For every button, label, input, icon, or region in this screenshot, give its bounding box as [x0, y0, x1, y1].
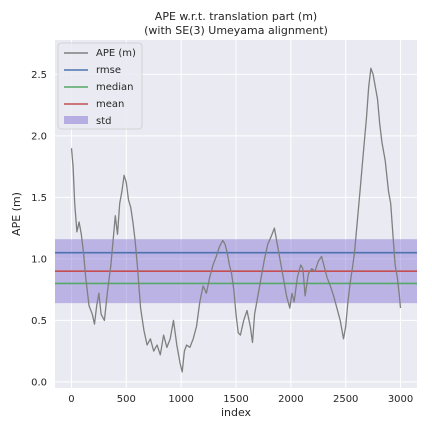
legend-std-label: std [96, 116, 111, 127]
legend: APE (m) rmse median mean std [57, 42, 143, 130]
y-axis-label: APE (m) [10, 192, 23, 236]
y-gridlines [55, 73, 417, 383]
chart-subtitle: (with SE(3) Umeyama alignment) [144, 24, 328, 37]
x-tick-label: 1000 [168, 394, 193, 405]
x-tick-label: 2500 [333, 394, 358, 405]
x-tick-label: 500 [117, 394, 136, 405]
y-tick-label: 1.5 [31, 193, 47, 204]
x-tick-label: 0 [68, 394, 74, 405]
x-tick-label: 2000 [278, 394, 303, 405]
x-axis-label: index [221, 406, 252, 419]
legend-mean-label: mean [96, 99, 124, 110]
y-tick-label: 0.0 [31, 377, 47, 388]
y-tick-label: 1.0 [31, 254, 47, 265]
y-tick-label: 2.5 [31, 70, 47, 81]
ape-series-line [70, 67, 402, 373]
x-tick-labels: 0 500 1000 1500 2000 2500 3000 [68, 394, 413, 405]
y-tick-labels: 0.0 0.5 1.0 1.5 2.0 2.5 [31, 70, 47, 388]
legend-std-swatch [64, 116, 88, 124]
x-tick-label: 1500 [223, 394, 248, 405]
legend-ape-label: APE (m) [96, 48, 136, 59]
legend-rmse-label: rmse [96, 65, 121, 76]
y-tick-label: 2.0 [31, 131, 47, 142]
chart-title: APE w.r.t. translation part (m) [155, 10, 317, 23]
legend-median-label: median [96, 82, 134, 93]
legend-box [57, 42, 143, 130]
x-tick-label: 3000 [388, 394, 413, 405]
y-tick-label: 0.5 [31, 316, 47, 327]
